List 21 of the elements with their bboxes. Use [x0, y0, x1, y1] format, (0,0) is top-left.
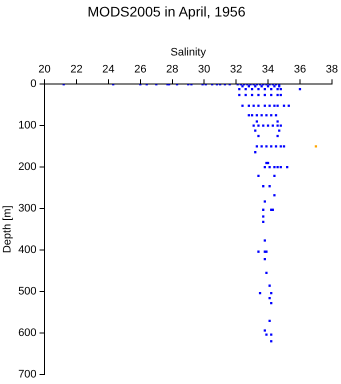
y-tick-label: 500	[18, 286, 37, 298]
y-tick-label: 600	[18, 326, 37, 339]
y-tick-label: 400	[18, 244, 37, 256]
x-tick-label: 22	[70, 64, 83, 76]
y-tick-label: 700	[18, 368, 37, 380]
y-tick-label: 0	[30, 78, 37, 90]
x-tick-label: 32	[230, 64, 242, 76]
x-tick-label: 20	[38, 64, 51, 76]
y-tick-label: 100	[18, 120, 37, 132]
x-tick-label: 38	[326, 64, 338, 76]
x-tick-label: 36	[294, 64, 306, 76]
x-tick-label: 26	[134, 64, 146, 76]
y-axis-title: Depth [m]	[2, 205, 14, 254]
x-tick-label: 28	[166, 64, 178, 76]
x-tick-label: 30	[198, 64, 210, 76]
chart-title: MODS2005 in April, 1956	[88, 3, 246, 20]
x-tick-label: 24	[102, 64, 115, 76]
y-tick-label: 200	[18, 161, 37, 174]
y-tick-label: 300	[18, 202, 37, 215]
x-tick-label: 34	[262, 64, 274, 76]
x-axis-title: Salinity	[170, 46, 206, 58]
